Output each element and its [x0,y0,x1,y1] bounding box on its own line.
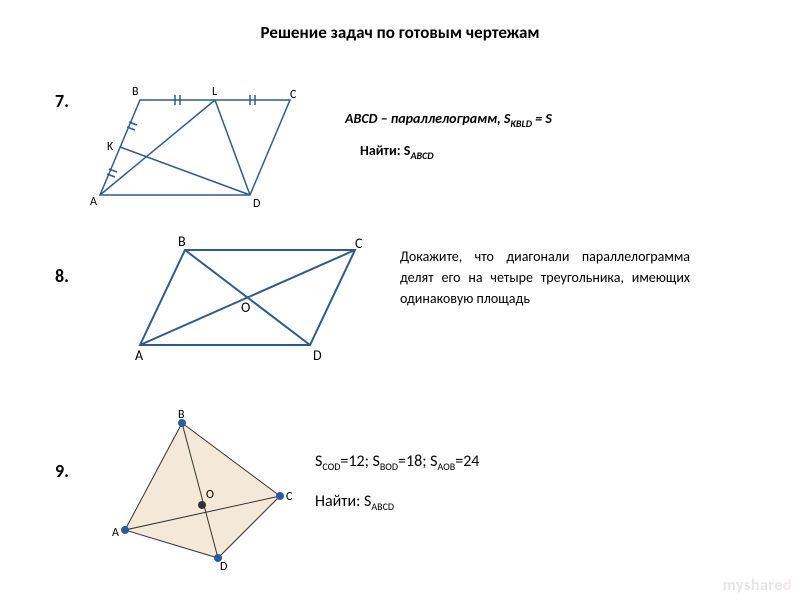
problem-7-figure: A B L C D K [80,80,300,215]
svg-text:C: C [290,88,297,102]
svg-text:C: C [286,490,293,504]
svg-text:C: C [355,235,363,252]
svg-text:A: A [90,195,97,209]
problem-7-number: 7. [55,90,69,112]
svg-text:A: A [135,347,144,364]
svg-text:L: L [212,85,217,99]
svg-text:D: D [313,347,322,364]
svg-text:O: O [241,299,250,316]
page-title: Решение задач по готовым чертежам [0,22,800,43]
problem-7-find: Найти: SABCD [360,140,434,163]
problem-9-given: SCOD=12; SBOD=18; SAOB=24 [315,450,479,474]
problem-8-number: 8. [55,265,69,287]
problem-9-find: Найти: SABCD [315,490,394,514]
watermark: myshared [723,576,792,595]
problem-9-figure: A B C D O [110,408,300,578]
problem-8-text: Докажите, что диагонали параллелограмма … [400,246,690,309]
svg-text:O: O [206,488,214,502]
svg-text:D: D [253,197,260,210]
svg-text:B: B [178,408,185,422]
svg-text:K: K [107,140,114,154]
svg-text:B: B [178,233,186,250]
problem-9-number: 9. [55,460,69,482]
svg-text:A: A [112,526,119,540]
svg-text:B: B [132,85,139,99]
problem-7-given: ABCD – параллелограмм, SKBLD = S [345,108,552,131]
problem-8-figure: A B C D O [115,230,375,370]
svg-text:D: D [220,560,227,573]
